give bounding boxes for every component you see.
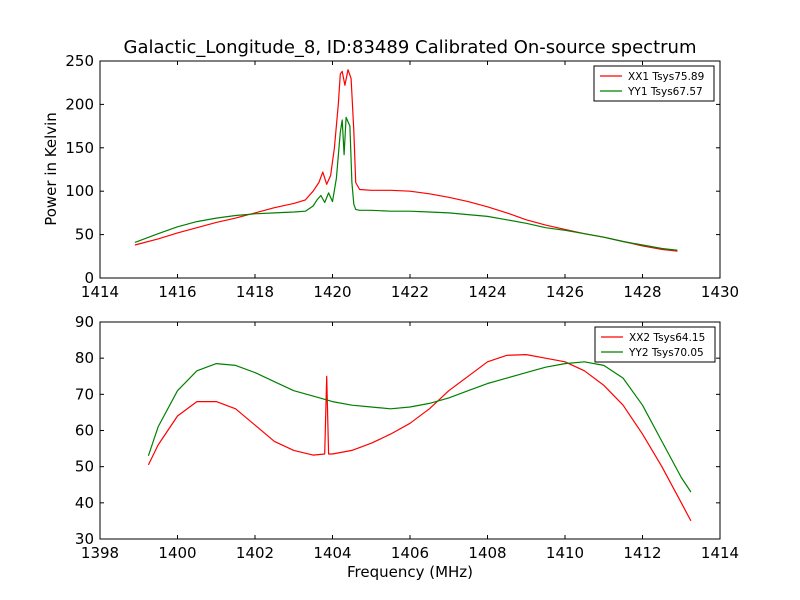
chart-title: Galactic_Longitude_8, ID:83489 Calibrate… [124, 37, 697, 58]
x-tick-label: 1420 [313, 283, 351, 301]
top-panel: 1414 1416 1418 1420 1422 1424 1426 1428 1430 0 50 1… [65, 52, 739, 301]
series-line-2 [147, 361, 692, 493]
y-tick-label: 40 [75, 494, 94, 512]
legend-label-2: YY2 Tsys70.05 [628, 347, 704, 359]
y-tick-label: 80 [75, 349, 94, 367]
y-tick-label: 50 [75, 226, 94, 244]
y-tick-label: 70 [75, 385, 94, 403]
y-tick-label: 60 [75, 422, 94, 440]
bottom-x-axis-label: Frequency (MHz) [347, 563, 473, 581]
y-tick-label: 150 [65, 139, 94, 157]
x-tick-label: 1406 [391, 544, 429, 562]
y-tick-label: 90 [75, 313, 94, 331]
x-tick-label: 1412 [623, 544, 661, 562]
legend-box [594, 326, 716, 363]
x-tick-label: 1414 [701, 544, 739, 562]
x-tick-label: 1410 [546, 544, 584, 562]
x-tick-label: 1416 [158, 283, 196, 301]
legend-label-2: YY1 Tsys67.57 [627, 86, 703, 98]
x-tick-label: 1422 [391, 283, 429, 301]
legend-label-1: XX1 Tsys75.89 [628, 71, 704, 83]
x-tick-label: 1426 [546, 283, 584, 301]
series-line-2 [134, 116, 678, 251]
x-tick-label: 1430 [701, 283, 739, 301]
series-line-1 [147, 354, 692, 522]
y-tick-label: 250 [65, 52, 94, 70]
x-tick-label: 1408 [468, 544, 506, 562]
series-line-1 [134, 69, 678, 252]
x-tick-label: 1424 [468, 283, 506, 301]
x-tick-label: 1400 [158, 544, 196, 562]
x-tick-label: 1414 [81, 283, 119, 301]
y-tick-label: 50 [75, 458, 94, 476]
y-tick-label: 200 [65, 95, 94, 113]
x-tick-label: 1418 [236, 283, 274, 301]
bottom-panel: 1398 1400 1402 1404 1406 1408 1410 1412 1414 30 40… [75, 313, 739, 562]
top-y-axis-label: Power in Kelvin [42, 112, 60, 226]
x-tick-label: 1428 [623, 283, 661, 301]
y-tick-label: 30 [75, 530, 94, 548]
legend-label-1: XX2 Tsys64.15 [629, 332, 705, 344]
y-tick-label: 0 [84, 269, 94, 287]
x-tick-label: 1404 [313, 544, 351, 562]
legend-box [593, 65, 715, 102]
x-tick-label: 1402 [236, 544, 274, 562]
y-tick-label: 100 [65, 182, 94, 200]
x-tick-label: 1398 [81, 544, 119, 562]
